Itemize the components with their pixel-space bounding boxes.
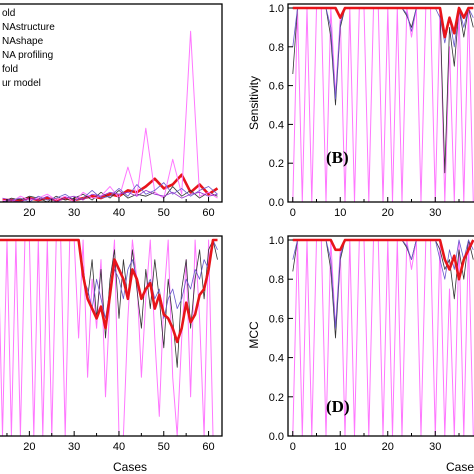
panel-d-xtick-label: 10	[334, 441, 346, 453]
panel-b-series-3	[292, 7, 474, 100]
panel-d-xtick-label: 20	[382, 441, 394, 453]
panel-c-xlabel: Cases	[113, 460, 147, 474]
panel-b-ylabel: Sensitivity	[247, 76, 261, 130]
panel-c-xtick-label: 30	[68, 441, 80, 453]
panel-c-series-1	[0, 239, 218, 436]
panel-d-series-4	[292, 238, 474, 281]
legend-entry-1: old	[2, 8, 15, 19]
panel-d-xtick-label: 0	[290, 441, 296, 453]
panel-b-ytick-label: 0.2	[269, 158, 284, 170]
panel-a: 20 30 40 50 60 old NAstructure NAshape NA pr…	[0, 3, 223, 219]
panel-b-ticks: 0 10 20 30 0.0 0.2 0.4 0.6 0.8 1.0	[269, 3, 460, 219]
panel-d-ytick-label: 0.0	[269, 431, 284, 443]
panel-c-series-4	[0, 238, 218, 344]
panel-b-xtick-label: 10	[334, 207, 346, 219]
legend-entry-5: fold	[2, 64, 18, 75]
panel-b-ytick-label: 0.6	[269, 81, 284, 93]
panel-b-ytick-label: 0.4	[269, 119, 284, 131]
panel-d: 0 10 20 30 0.0 0.2 0.4 0.6 0.8 1.0 (D) MCC Cases	[247, 235, 474, 474]
panel-b-lines	[292, 6, 474, 202]
panel-a-ticks: 20 30 40 50 60	[6, 197, 215, 219]
panel-a-series-5	[2, 189, 218, 202]
panel-a-frame	[0, 3, 223, 203]
panel-d-xtick-label: 30	[429, 441, 441, 453]
panel-b: 0 10 20 30 0.0 0.2 0.4 0.6 0.8 1.0 (B) Sensitivit…	[247, 3, 474, 219]
panel-c-xtick-label: 20	[23, 441, 35, 453]
panel-b-series-4	[292, 6, 474, 39]
panel-d-series-3	[292, 239, 474, 329]
legend-entry-2: NAstructure	[2, 22, 55, 33]
panel-d-ytick-label: 0.8	[269, 274, 284, 286]
panel-c-lines	[0, 238, 218, 436]
panel-d-ticks: 0 10 20 30 0.0 0.2 0.4 0.6 0.8 1.0	[269, 235, 460, 453]
panel-a-xtick-label: 60	[202, 207, 214, 219]
panel-c-xtick-label: 50	[158, 441, 170, 453]
panel-d-ylabel: MCC	[247, 321, 261, 349]
panel-a-xtick-label: 40	[113, 207, 125, 219]
panel-c-xtick-label: 60	[202, 441, 214, 453]
panel-d-ytick-label: 0.6	[269, 313, 284, 325]
panel-c-ticks: 20 30 40 50 60	[6, 431, 215, 453]
panel-b-xtick-label: 30	[429, 207, 441, 219]
panel-a-series-3	[2, 30, 218, 202]
legend: old NAstructure NAshape NA profiling fol…	[2, 8, 55, 89]
legend-entry-6: ur model	[2, 78, 41, 89]
panel-a-series-4	[2, 182, 218, 202]
panel-d-tag: (D)	[326, 397, 350, 416]
panel-b-ytick-label: 0.0	[269, 197, 284, 209]
panel-d-ytick-label: 0.4	[269, 353, 284, 365]
panel-a-lines	[2, 30, 219, 202]
panel-d-series-1	[292, 239, 474, 436]
panel-b-xtick-label: 20	[382, 207, 394, 219]
legend-entry-4: NA profiling	[2, 50, 53, 61]
panel-b-ytick-label: 1.0	[269, 3, 284, 15]
panel-d-ytick-label: 1.0	[269, 235, 284, 247]
panel-d-ytick-label: 0.2	[269, 392, 284, 404]
panel-a-xtick-label: 20	[23, 207, 35, 219]
panel-b-xtick-label: 0	[290, 207, 296, 219]
panel-b-tag: (B)	[326, 148, 349, 167]
panel-a-xtick-label: 30	[68, 207, 80, 219]
panel-d-frame	[287, 235, 474, 437]
panel-b-frame	[287, 3, 474, 203]
panel-c-xtick-label: 40	[113, 441, 125, 453]
panel-a-xtick-label: 50	[158, 207, 170, 219]
panel-b-series-1	[292, 7, 474, 202]
panel-d-series-2	[292, 239, 474, 339]
panel-d-xlabel: Cases	[446, 460, 474, 474]
panel-c-frame	[0, 235, 223, 437]
legend-entry-3: NAshape	[2, 36, 44, 47]
panel-c: 20 30 40 50 60 Cases	[0, 235, 223, 474]
panel-d-lines	[292, 238, 474, 436]
panel-b-ytick-label: 0.8	[269, 42, 284, 54]
